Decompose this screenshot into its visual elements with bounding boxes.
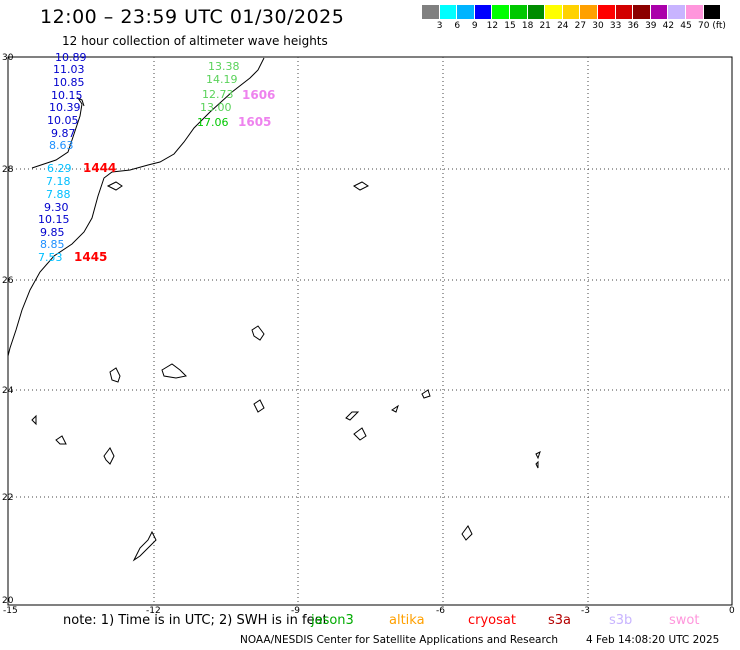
reading: 10.89: [55, 51, 87, 64]
colorbar-swatch: [615, 5, 634, 19]
reading: 8.85: [40, 238, 65, 251]
colorbar-swatch: [597, 5, 616, 19]
legend-s3b: s3b: [609, 613, 633, 628]
generation-timestamp: 4 Feb 14:08:20 UTC 2025: [586, 634, 720, 646]
colorbar-tick-label: 39: [645, 21, 657, 31]
reading: 10.05: [47, 114, 79, 127]
reading: 11.03: [53, 63, 85, 76]
credit-line: NOAA/NESDIS Center for Satellite Applica…: [240, 634, 558, 646]
reading: 8.63: [49, 139, 74, 152]
reading: 6.29: [47, 162, 72, 175]
legend-s3a: s3a: [548, 613, 572, 628]
y-label-26: 26: [2, 276, 14, 286]
x-label-minus15: -15: [3, 606, 18, 616]
colorbar-tick-label: 30: [592, 21, 604, 31]
colorbar-swatch: [457, 5, 475, 19]
colorbar-swatch: [545, 5, 563, 19]
colorbar-swatch: [439, 5, 458, 19]
colorbar-swatch: [492, 5, 510, 19]
african-coastline: [7, 57, 265, 357]
x-label-minus3: -3: [581, 606, 590, 616]
colorbar-tick-label: 18: [521, 21, 534, 31]
colorbar-tick-label: 42: [662, 21, 675, 31]
colorbar-swatch: [650, 5, 669, 19]
legend-swot: swot: [669, 613, 700, 628]
x-label-0: 0: [729, 606, 735, 616]
reading: 12.73: [202, 88, 234, 101]
x-label-minus6: -6: [436, 606, 445, 616]
x-label-minus12: -12: [146, 606, 161, 616]
reading: 7.53: [38, 251, 63, 264]
colorbar-tick-label: 45: [680, 21, 692, 31]
colorbar-swatch: [422, 5, 440, 19]
reading: 9.85: [40, 226, 65, 239]
colorbar-tick-label: 36: [627, 21, 639, 31]
reading: 17.06: [197, 116, 229, 129]
colorbar-tick-label: 21: [539, 21, 551, 31]
y-label-24: 24: [2, 386, 14, 396]
reading: 10.15: [38, 213, 70, 226]
x-label-minus9: -9: [291, 606, 300, 616]
reading: 13.38: [208, 60, 240, 73]
colorbar-swatch: [703, 5, 722, 19]
track-id-1606: 1606: [242, 88, 275, 102]
colorbar-swatch: [580, 5, 598, 19]
track-1444-readings: 10.89 11.03 10.85 10.15 10.39 10.05 9.87…: [47, 51, 87, 175]
legend-cryosat: cryosat: [468, 613, 516, 628]
colorbar-swatch: [527, 5, 546, 19]
coast-detail-north: [31, 96, 85, 169]
reading: 14.19: [206, 73, 238, 86]
legend-altika: altika: [389, 613, 425, 628]
colorbar-tick-label: 33: [609, 21, 622, 31]
colorbar-tick-label: 9: [471, 21, 478, 31]
reading: 7.88: [46, 188, 71, 201]
track-id-1444: 1444: [83, 161, 116, 175]
y-label-20: 20: [2, 596, 14, 606]
colorbar-tick-label: 12: [486, 21, 499, 31]
map-frame: [7, 56, 733, 606]
y-label-28: 28: [2, 165, 14, 175]
y-label-22: 22: [2, 493, 13, 503]
colorbar-tick-label: 6: [454, 21, 461, 31]
colorbar-swatch: [633, 5, 651, 19]
islands: [31, 181, 541, 562]
track-id-1605: 1605: [238, 115, 271, 129]
colorbar-tick-label: 15: [504, 21, 516, 31]
colorbar-tick-label: 27: [574, 21, 587, 31]
map-title: 12:00 – 23:59 UTC 01/30/2025: [40, 6, 345, 28]
reading: 9.30: [44, 201, 69, 214]
map-grid: [8, 57, 732, 605]
reading: 10.85: [53, 76, 85, 89]
reading: 10.39: [49, 101, 81, 114]
y-label-30: 30: [2, 53, 14, 63]
colorbar-swatch: [562, 5, 581, 19]
colorbar-swatch: [668, 5, 686, 19]
colorbar-swatch: [509, 5, 528, 19]
track-1445-readings: 7.18 7.88 9.30 10.15 9.85 8.85 7.53: [38, 175, 71, 264]
map-subtitle: 12 hour collection of altimeter wave hei…: [62, 34, 328, 48]
colorbar-tick-label: 24: [557, 21, 569, 31]
reading: 13.00: [200, 101, 232, 114]
colorbar-tick-label: 70 (ft): [698, 21, 726, 31]
wave-height-colorbar: [422, 5, 722, 19]
colorbar-swatch: [474, 5, 493, 19]
colorbar-tick-label: 3: [436, 21, 443, 31]
x-axis-labels: -15 -12 -9 -6 -3 0: [3, 606, 735, 616]
track-id-1445: 1445: [74, 250, 107, 264]
legend-jason3: jason3: [311, 613, 354, 628]
reading: 10.15: [51, 89, 83, 102]
footer-note: note: 1) Time is in UTC; 2) SWH is in fe…: [63, 613, 328, 628]
reading: 7.18: [46, 175, 71, 188]
colorbar-swatch: [685, 5, 704, 19]
y-axis-labels: 30 28 26 24 22 20: [2, 53, 14, 606]
track-1606-readings: 13.38 14.19 12.73 13.00: [200, 60, 240, 114]
reading: 9.87: [51, 127, 76, 140]
